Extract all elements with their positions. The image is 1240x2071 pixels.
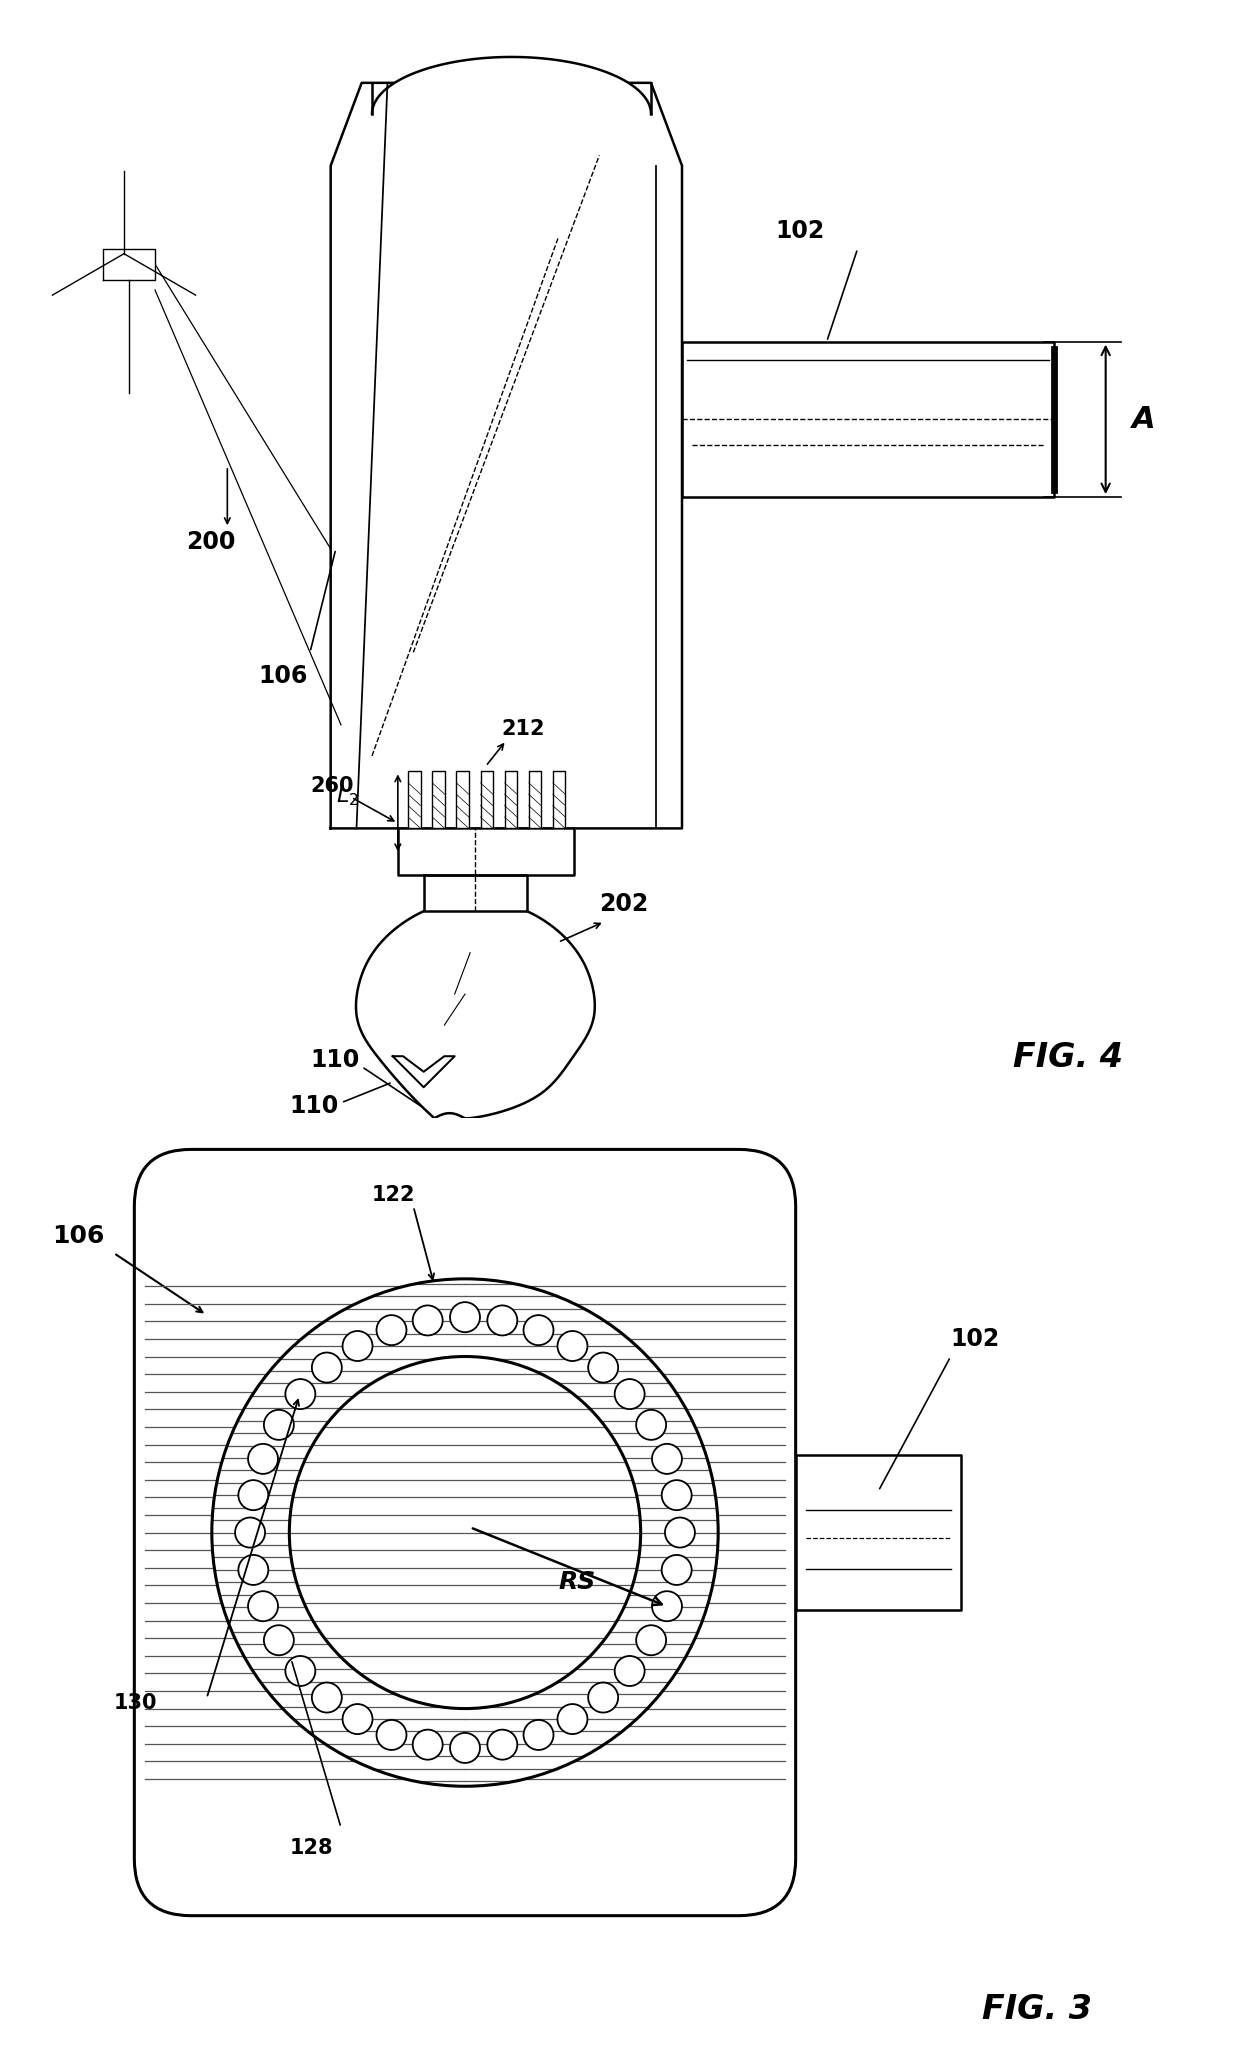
- Polygon shape: [393, 1056, 455, 1087]
- Circle shape: [285, 1657, 315, 1686]
- Polygon shape: [456, 772, 469, 828]
- Circle shape: [523, 1719, 553, 1750]
- Circle shape: [523, 1315, 553, 1346]
- Polygon shape: [331, 83, 682, 828]
- Circle shape: [662, 1481, 692, 1510]
- Circle shape: [413, 1729, 443, 1760]
- Circle shape: [342, 1704, 372, 1733]
- Text: 128: 128: [289, 1837, 332, 1858]
- Polygon shape: [357, 911, 594, 1118]
- Circle shape: [289, 1357, 641, 1709]
- Text: 110: 110: [310, 1048, 360, 1071]
- Text: 106: 106: [52, 1224, 104, 1247]
- Circle shape: [236, 1518, 265, 1547]
- Text: $L_2$: $L_2$: [336, 785, 358, 808]
- Text: 202: 202: [599, 893, 649, 915]
- Text: FIG. 3: FIG. 3: [982, 1992, 1091, 2025]
- Text: A: A: [1131, 404, 1156, 435]
- Circle shape: [248, 1591, 278, 1622]
- Text: 130: 130: [114, 1692, 157, 1713]
- Circle shape: [652, 1591, 682, 1622]
- Text: 102: 102: [951, 1328, 999, 1350]
- Circle shape: [212, 1278, 718, 1785]
- Circle shape: [558, 1704, 588, 1733]
- Circle shape: [487, 1305, 517, 1336]
- Polygon shape: [528, 772, 541, 828]
- Circle shape: [248, 1443, 278, 1475]
- Text: 200: 200: [186, 530, 236, 553]
- Circle shape: [588, 1682, 618, 1713]
- Text: 260: 260: [310, 777, 353, 795]
- Polygon shape: [481, 772, 494, 828]
- Circle shape: [450, 1733, 480, 1762]
- Text: FIG. 4: FIG. 4: [1013, 1040, 1122, 1073]
- Circle shape: [238, 1555, 268, 1584]
- Polygon shape: [505, 772, 517, 828]
- Polygon shape: [424, 874, 527, 911]
- Polygon shape: [103, 249, 155, 280]
- Circle shape: [312, 1352, 342, 1383]
- Circle shape: [652, 1443, 682, 1475]
- Circle shape: [238, 1481, 268, 1510]
- Polygon shape: [432, 1122, 467, 1154]
- Circle shape: [665, 1518, 694, 1547]
- Circle shape: [588, 1352, 618, 1383]
- Circle shape: [636, 1410, 666, 1439]
- Polygon shape: [682, 342, 1054, 497]
- Polygon shape: [796, 1454, 961, 1611]
- FancyBboxPatch shape: [134, 1149, 796, 1916]
- Circle shape: [615, 1379, 645, 1408]
- Circle shape: [312, 1682, 342, 1713]
- Text: 106: 106: [258, 665, 308, 688]
- Circle shape: [662, 1555, 692, 1584]
- Circle shape: [264, 1410, 294, 1439]
- Circle shape: [285, 1379, 315, 1408]
- Circle shape: [450, 1303, 480, 1332]
- Polygon shape: [408, 772, 420, 828]
- Circle shape: [636, 1626, 666, 1655]
- Polygon shape: [372, 58, 651, 114]
- Circle shape: [487, 1729, 517, 1760]
- Text: 102: 102: [775, 220, 825, 242]
- Circle shape: [558, 1332, 588, 1361]
- Polygon shape: [553, 772, 565, 828]
- Circle shape: [264, 1626, 294, 1655]
- Circle shape: [342, 1332, 372, 1361]
- Polygon shape: [398, 828, 573, 874]
- Text: RS: RS: [558, 1570, 595, 1595]
- Text: 110: 110: [289, 1093, 339, 1118]
- Circle shape: [377, 1719, 407, 1750]
- Circle shape: [413, 1305, 443, 1336]
- Polygon shape: [433, 772, 445, 828]
- Text: 122: 122: [372, 1185, 415, 1205]
- Circle shape: [615, 1657, 645, 1686]
- Text: 212: 212: [501, 719, 544, 739]
- Circle shape: [377, 1315, 407, 1346]
